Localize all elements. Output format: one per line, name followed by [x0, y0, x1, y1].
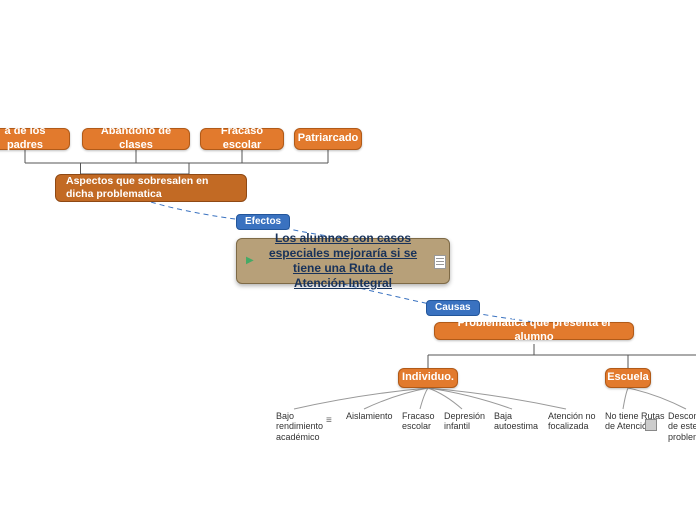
node-central[interactable]: Los alumnos con casos especiales mejorar…: [236, 238, 450, 284]
central-label: Los alumnos con casos especiales mejorar…: [267, 231, 419, 291]
note-icon[interactable]: [434, 255, 446, 269]
pill-efectos[interactable]: Efectos: [236, 214, 290, 230]
node-escuela[interactable]: Escuela: [605, 368, 651, 388]
menu-icon: ≡: [326, 419, 332, 423]
node-abandono[interactable]: Abandono de clases: [82, 128, 190, 150]
play-icon: ▶: [246, 255, 256, 265]
leaf[interactable]: Baja autoestima: [494, 411, 554, 432]
leaf[interactable]: Desconoc. de este problema: [668, 411, 696, 442]
pill-causas[interactable]: Causas: [426, 300, 480, 316]
node-padres[interactable]: a de los padres: [0, 128, 70, 150]
node-fracaso[interactable]: Fracaso escolar: [200, 128, 284, 150]
node-problematica[interactable]: Problematica que presenta el alumno: [434, 322, 634, 340]
leaf[interactable]: Aislamiento: [346, 411, 393, 421]
leaf[interactable]: Atención no focalizada: [548, 411, 608, 432]
node-patri[interactable]: Patriarcado: [294, 128, 362, 150]
image-icon: [645, 419, 657, 431]
node-individuo[interactable]: Individuo.: [398, 368, 458, 388]
node-aspects[interactable]: Aspectos que sobresalen en dicha problem…: [55, 174, 247, 202]
